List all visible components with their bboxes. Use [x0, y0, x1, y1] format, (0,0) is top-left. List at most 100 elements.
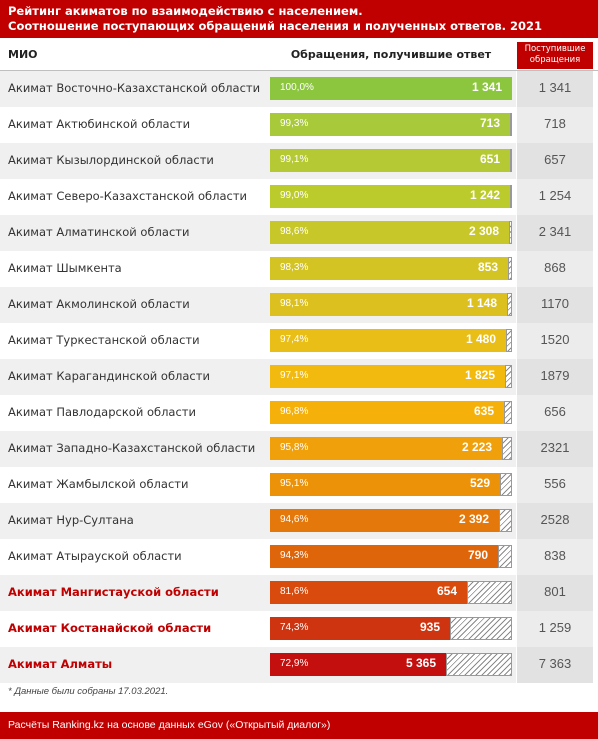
answered-bar: 94,6% 2 392	[270, 509, 499, 532]
table-row: Акимат Карагандинской области 97,1% 1 825 1…	[0, 359, 598, 395]
unanswered-remainder-bar	[508, 257, 512, 280]
received-value-label: 1520	[540, 332, 570, 347]
unanswered-remainder-bar	[502, 437, 512, 460]
answered-value-label: 2 308	[468, 224, 499, 238]
unanswered-remainder-bar	[509, 221, 512, 244]
percent-label: 99,1%	[280, 154, 309, 165]
answered-bar: 97,1% 1 825	[270, 365, 505, 388]
received-value-label: 1170	[541, 296, 569, 311]
answered-bar: 98,6% 2 308	[270, 221, 509, 244]
bar-category-label: Акимат Актюбинской области	[8, 117, 191, 131]
percent-label: 98,3%	[280, 262, 309, 273]
table-row: Акимат Кызылординской области 99,1% 651 657	[0, 143, 598, 179]
unanswered-remainder-bar	[500, 473, 512, 496]
unanswered-remainder-bar	[446, 653, 512, 676]
received-value-label: 556	[544, 476, 566, 491]
table-row: Акимат Западно-Казахстанской области 95,8…	[0, 431, 598, 467]
received-cell-background	[517, 503, 593, 539]
answered-bar: 95,1% 529	[270, 473, 500, 496]
percent-label: 95,8%	[280, 442, 309, 453]
percent-label: 95,1%	[280, 478, 309, 489]
received-value-label: 656	[544, 404, 566, 419]
bar-category-label: Акимат Атырауской области	[8, 549, 182, 563]
answered-bar: 96,8% 635	[270, 401, 504, 424]
bar-track: 99,1% 651	[270, 149, 512, 172]
received-value-label: 1879	[540, 368, 570, 383]
table-row: Акимат Атырауской области 94,3% 790 838	[0, 539, 598, 575]
table-row: Акимат Восточно-Казахстанской области 100…	[0, 71, 598, 107]
received-value-label: 838	[544, 548, 566, 563]
bar-category-label: Акимат Костанайской области	[8, 621, 212, 635]
bar-category-label: Акимат Алматы	[8, 657, 113, 671]
answered-bar: 94,3% 790	[270, 545, 498, 568]
column-header-received-label: Поступившие обращения	[524, 44, 586, 65]
received-cell-background	[517, 647, 593, 683]
bar-category-label: Акимат Туркестанской области	[8, 333, 200, 347]
percent-label: 97,1%	[280, 370, 309, 381]
answered-value-label: 2 223	[461, 440, 492, 454]
table-row: Акимат Костанайской области 74,3% 935 1 259	[0, 611, 598, 647]
received-cell-background	[517, 539, 593, 575]
answered-bar: 99,3% 713	[270, 113, 510, 136]
percent-label: 99,0%	[280, 190, 309, 201]
table-row: Акимат Акмолинской области 98,1% 1 148 1170	[0, 287, 598, 323]
received-cell-background	[517, 251, 593, 287]
bar-track: 99,3% 713	[270, 113, 512, 136]
received-cell-background	[517, 359, 593, 395]
answered-value-label: 1 825	[464, 368, 495, 382]
received-cell-background	[517, 143, 593, 179]
answered-value-label: 1 341	[471, 80, 502, 94]
answered-value-label: 651	[479, 152, 500, 166]
bar-category-label: Акимат Нур-Султана	[8, 513, 134, 527]
bar-category-label: Акимат Кызылординской области	[8, 153, 214, 167]
table-row: Акимат Нур-Султана 94,6% 2 392 2528	[0, 503, 598, 539]
answered-value-label: 1 148	[466, 296, 497, 310]
bar-category-label: Акимат Северо-Казахстанской области	[8, 189, 248, 203]
unanswered-remainder-bar	[498, 545, 512, 568]
bar-track: 98,3% 853	[270, 257, 512, 280]
received-cell-background	[517, 323, 593, 359]
received-cell-background	[517, 107, 593, 143]
answered-value-label: 1 480	[465, 332, 496, 346]
answered-bar: 98,1% 1 148	[270, 293, 507, 316]
percent-label: 98,1%	[280, 298, 309, 309]
bar-track: 94,3% 790	[270, 545, 512, 568]
bar-track: 72,9% 5 365	[270, 653, 512, 676]
received-cell-background	[517, 575, 593, 611]
bar-category-label: Акимат Акмолинской области	[8, 297, 190, 311]
percent-label: 72,9%	[280, 658, 309, 669]
answered-value-label: 2 392	[458, 512, 489, 526]
percent-label: 94,6%	[280, 514, 309, 525]
bar-track: 98,6% 2 308	[270, 221, 512, 244]
received-cell-background	[517, 71, 593, 107]
answered-value-label: 654	[436, 584, 457, 598]
column-header-mio: МИО	[8, 48, 38, 61]
received-cell-background	[517, 431, 593, 467]
answered-bar: 95,8% 2 223	[270, 437, 502, 460]
bar-category-label: Акимат Восточно-Казахстанской области	[8, 81, 261, 95]
answered-bar: 99,0% 1 242	[270, 185, 510, 208]
received-cell-background	[517, 287, 593, 323]
chart-rows: Акимат Восточно-Казахстанской области 100…	[0, 71, 598, 683]
answered-bar: 99,1% 651	[270, 149, 510, 172]
table-row: Акимат Алматы 72,9% 5 365 7 363	[0, 647, 598, 683]
answered-value-label: 713	[479, 116, 500, 130]
percent-label: 99,3%	[280, 118, 309, 129]
bar-track: 97,1% 1 825	[270, 365, 512, 388]
chart-title: Рейтинг акиматов по взаимодействию с нас…	[0, 0, 598, 38]
received-value-label: 718	[544, 116, 566, 131]
table-row: Акимат Алматинской области 98,6% 2 308 2 34…	[0, 215, 598, 251]
bar-track: 94,6% 2 392	[270, 509, 512, 532]
percent-label: 94,3%	[280, 550, 309, 561]
unanswered-remainder-bar	[467, 581, 512, 604]
column-header-received: Поступившие обращения	[517, 42, 593, 69]
percent-label: 98,6%	[280, 226, 309, 237]
received-value-label: 1 254	[538, 188, 572, 203]
received-value-label: 2528	[540, 512, 570, 527]
received-value-label: 2321	[540, 440, 570, 455]
bar-track: 100,0% 1 341	[270, 77, 512, 100]
bar-category-label: Акимат Карагандинской области	[8, 369, 210, 383]
bar-category-label: Акимат Павлодарской области	[8, 405, 196, 419]
unanswered-remainder-bar	[510, 149, 512, 172]
percent-label: 81,6%	[280, 586, 309, 597]
